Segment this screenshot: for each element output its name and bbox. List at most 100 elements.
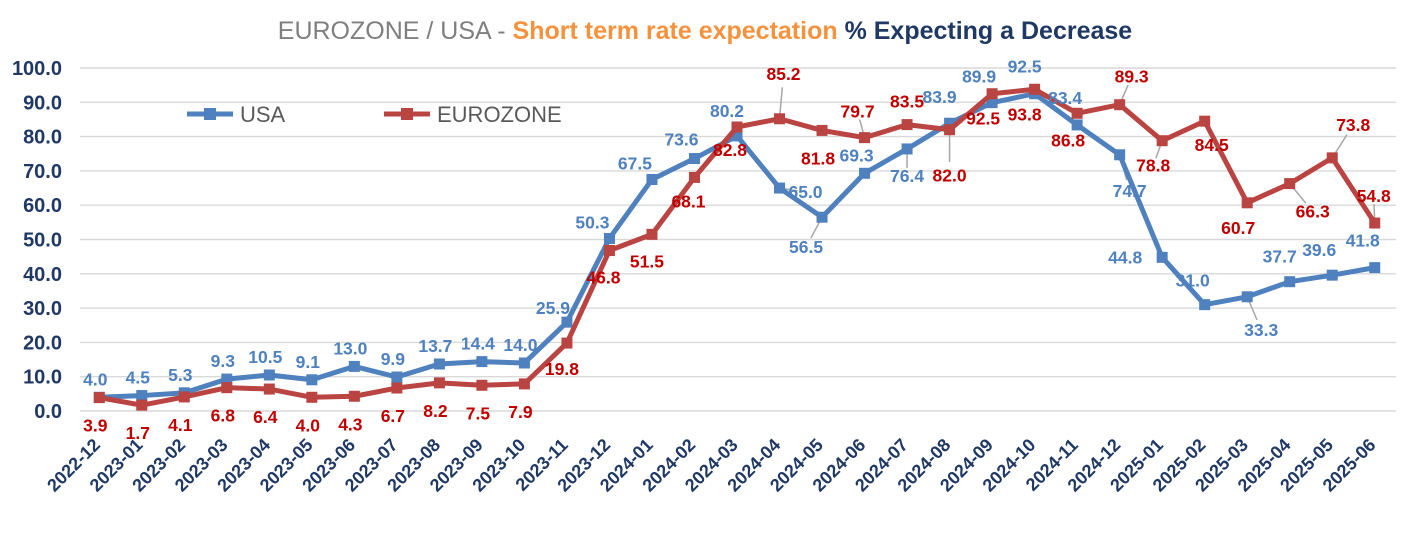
eurozone-marker — [433, 377, 445, 389]
y-tick-label: 20.0 — [23, 332, 62, 354]
eurozone-data-label: 82.0 — [933, 166, 967, 186]
usa-marker — [688, 153, 700, 165]
usa-marker — [476, 356, 488, 368]
y-tick-label: 10.0 — [23, 367, 62, 389]
eurozone-data-label: 4.0 — [296, 415, 321, 435]
usa-marker — [1369, 262, 1381, 274]
chart-title: EUROZONE / USA - Short term rate expecta… — [0, 16, 1410, 46]
usa-data-label: 31.0 — [1176, 271, 1210, 291]
usa-marker — [816, 211, 828, 223]
usa-marker — [1326, 269, 1338, 281]
usa-data-label: 44.8 — [1108, 247, 1142, 267]
eurozone-data-label: 93.8 — [1008, 104, 1042, 124]
eurozone-data-label: 6.4 — [253, 407, 278, 427]
eurozone-data-label: 89.3 — [1115, 67, 1149, 87]
usa-data-label: 56.5 — [789, 237, 823, 257]
eurozone-marker — [1156, 135, 1168, 147]
eurozone-marker — [306, 391, 318, 403]
usa-data-label: 41.8 — [1346, 231, 1380, 251]
usa-marker — [731, 130, 743, 142]
legend-label-usa: USA — [240, 102, 286, 127]
eurozone-data-label: 83.5 — [890, 92, 924, 112]
usa-data-label: 73.6 — [664, 130, 698, 150]
usa-marker — [518, 357, 530, 369]
eurozone-data-label: 7.5 — [466, 403, 491, 423]
usa-data-label: 92.5 — [1008, 57, 1042, 77]
eurozone-marker — [859, 132, 871, 144]
eurozone-marker — [603, 244, 615, 256]
usa-marker — [433, 358, 445, 370]
eurozone-data-label: 1.7 — [126, 423, 150, 443]
usa-data-label: 13.7 — [418, 336, 452, 356]
usa-data-label: 9.9 — [381, 349, 406, 369]
eurozone-data-label: 68.1 — [671, 191, 705, 211]
eurozone-marker — [816, 124, 828, 136]
eurozone-marker — [1241, 197, 1253, 209]
usa-marker — [646, 173, 658, 185]
eurozone-data-label: 3.9 — [83, 416, 108, 436]
eurozone-data-label: 46.8 — [586, 267, 620, 287]
y-tick-label: 60.0 — [23, 195, 62, 217]
eurozone-marker — [1369, 217, 1381, 229]
usa-data-label: 4.0 — [83, 369, 108, 389]
eurozone-data-label: 6.8 — [211, 406, 236, 426]
title-metric: % Expecting a Decrease — [844, 17, 1133, 45]
usa-data-label: 13.0 — [333, 338, 367, 358]
usa-data-label: 10.5 — [248, 347, 282, 367]
eurozone-data-label: 6.7 — [381, 406, 405, 426]
usa-data-label: 9.1 — [296, 352, 321, 372]
eurozone-marker — [1114, 99, 1126, 111]
eurozone-marker — [561, 337, 573, 349]
eurozone-data-label: 73.8 — [1336, 115, 1370, 135]
eurozone-marker — [391, 382, 403, 394]
eurozone-marker — [1071, 107, 1083, 119]
eurozone-marker — [774, 113, 786, 125]
legend-label-eurozone: EUROZONE — [437, 102, 562, 127]
usa-data-label: 39.6 — [1302, 240, 1336, 260]
eurozone-marker — [731, 121, 743, 133]
usa-data-label: 50.3 — [575, 212, 609, 232]
usa-data-label: 25.9 — [536, 298, 570, 318]
eurozone-data-label: 51.5 — [630, 251, 664, 271]
usa-marker — [1114, 149, 1126, 161]
eurozone-data-label: 85.2 — [766, 64, 800, 84]
usa-data-label: 5.3 — [168, 365, 193, 385]
eurozone-data-label: 8.2 — [423, 401, 448, 421]
eurozone-marker — [1199, 115, 1211, 127]
usa-data-label: 74.7 — [1113, 181, 1147, 201]
usa-data-label: 14.0 — [503, 335, 537, 355]
eurozone-data-label: 82.8 — [713, 140, 747, 160]
usa-marker — [859, 167, 871, 179]
usa-marker — [221, 373, 233, 385]
title-region: EUROZONE / USA - — [277, 17, 513, 45]
eurozone-data-label: 79.7 — [841, 102, 875, 122]
eurozone-data-label: 78.8 — [1136, 156, 1170, 176]
usa-data-label: 14.4 — [461, 334, 495, 354]
usa-marker — [561, 316, 573, 328]
usa-marker — [136, 390, 148, 402]
eurozone-marker — [476, 379, 488, 391]
eurozone-data-label: 7.9 — [508, 402, 533, 422]
y-tick-label: 50.0 — [23, 230, 62, 252]
y-tick-label: 80.0 — [23, 127, 62, 149]
usa-marker — [1071, 119, 1083, 131]
eurozone-data-label: 54.8 — [1357, 186, 1391, 206]
usa-data-label: 67.5 — [618, 153, 652, 173]
eurozone-marker — [136, 399, 148, 411]
eurozone-data-label: 19.8 — [545, 359, 579, 379]
usa-data-label: 65.0 — [788, 182, 822, 202]
eurozone-marker — [1326, 152, 1338, 164]
usa-data-label: 33.3 — [1244, 320, 1278, 340]
eurozone-data-label: 84.5 — [1195, 135, 1229, 155]
usa-marker — [1284, 276, 1296, 288]
usa-marker — [348, 360, 360, 372]
usa-data-label: 83.4 — [1048, 88, 1082, 108]
eurozone-data-label: 4.3 — [338, 414, 363, 434]
eurozone-marker — [986, 88, 998, 100]
eurozone-marker — [178, 391, 190, 403]
usa-data-label: 4.5 — [126, 368, 151, 388]
eurozone-data-label: 4.1 — [168, 415, 193, 435]
usa-marker — [944, 117, 956, 129]
y-tick-label: 100.0 — [12, 58, 62, 80]
